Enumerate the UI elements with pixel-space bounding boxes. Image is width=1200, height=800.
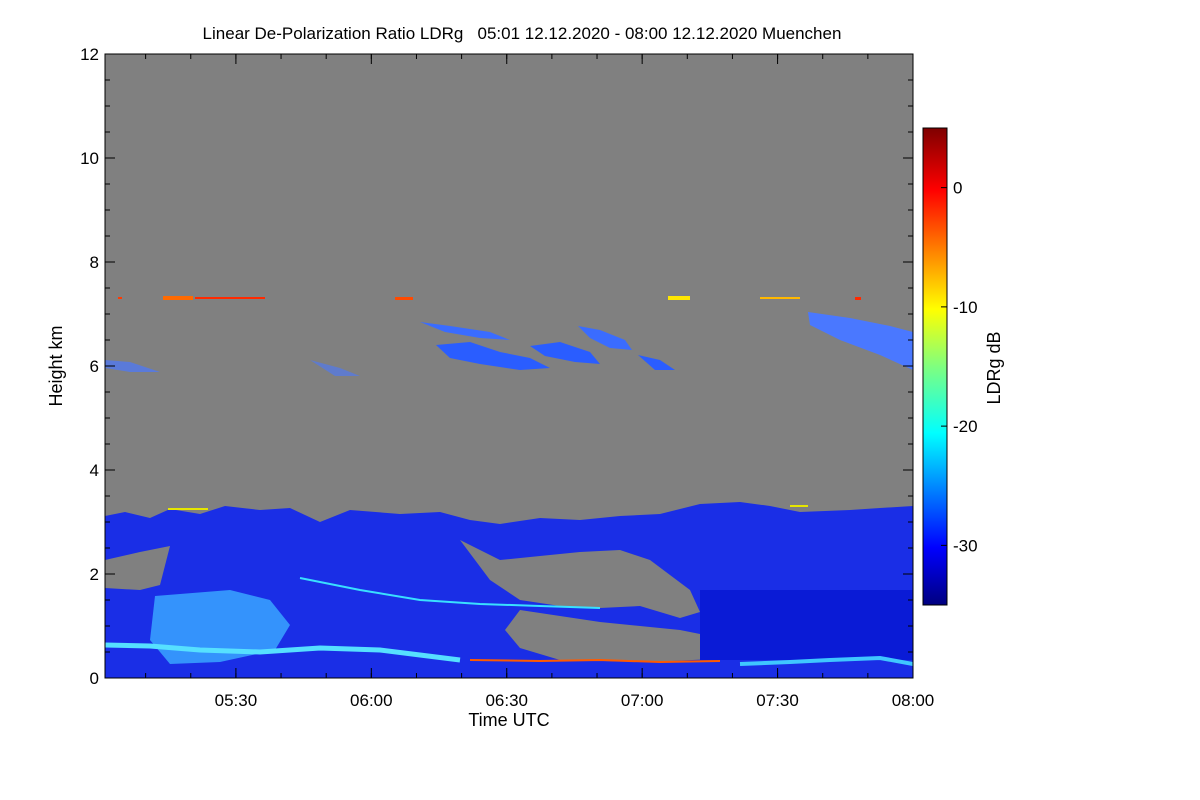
x-axis-label: Time UTC xyxy=(468,710,549,730)
surface-cyan-band xyxy=(105,642,461,663)
ice-cloud-2 xyxy=(530,342,600,364)
y-axis-label: Height km xyxy=(46,325,66,406)
y-tick-label: 10 xyxy=(80,149,99,168)
low-red-line xyxy=(469,658,721,664)
colorbar-tick-label: -10 xyxy=(953,298,978,317)
y-tick-label: 8 xyxy=(90,253,99,272)
y-tick-label: 2 xyxy=(90,565,99,584)
x-tick-label: 06:30 xyxy=(485,691,528,710)
ice-cloud-7 xyxy=(105,360,160,372)
ice-cloud-4 xyxy=(578,326,632,350)
ice-cloud-6 xyxy=(808,312,913,370)
high-streak-7 xyxy=(118,297,122,299)
colorbar-label: LDRg dB xyxy=(984,331,1004,404)
high-streak-1 xyxy=(163,296,193,300)
colorbar-tick-label: 0 xyxy=(953,179,962,198)
clear-gap-region-2 xyxy=(505,610,735,662)
surface-cyan-band-2 xyxy=(739,655,913,666)
clear-gap-region-3 xyxy=(105,546,170,590)
bl-top-marks xyxy=(168,508,208,510)
high-streak-6 xyxy=(855,297,861,300)
high-streak-5 xyxy=(760,297,800,299)
ice-cloud-5 xyxy=(638,355,675,370)
cyan-filament xyxy=(299,577,601,609)
x-tick-label: 07:30 xyxy=(756,691,799,710)
bl-top-marks-2 xyxy=(790,505,808,507)
x-tick-label: 06:00 xyxy=(350,691,393,710)
clear-gap-region xyxy=(460,540,700,618)
y-tick-label: 12 xyxy=(80,45,99,64)
y-tick-label: 0 xyxy=(90,669,99,688)
high-streak-4 xyxy=(668,296,690,300)
ice-cloud-3 xyxy=(420,322,510,340)
y-tick-label: 6 xyxy=(90,357,99,376)
x-tick-label: 08:00 xyxy=(892,691,935,710)
x-axis: 05:30 06:00 06:30 07:00 07:30 08:00 xyxy=(145,54,935,710)
y-tick-label: 4 xyxy=(90,461,99,480)
cyan-streak-region xyxy=(150,590,290,664)
chart-title: Linear De-Polarization Ratio LDRg 05:01 … xyxy=(203,24,842,43)
x-tick-label: 07:00 xyxy=(621,691,664,710)
colorbar xyxy=(922,127,948,606)
high-streak-3 xyxy=(395,297,413,300)
ice-cloud-8 xyxy=(310,360,360,376)
colorbar-tick-label: -20 xyxy=(953,417,978,436)
ice-cloud-1 xyxy=(436,342,550,370)
colorbar-tick-label: -30 xyxy=(953,536,978,555)
y-axis: 0 2 4 6 8 10 12 xyxy=(80,45,913,688)
high-streak-2 xyxy=(195,297,265,299)
dark-lower-region xyxy=(700,590,913,660)
heatmap-layer xyxy=(105,296,913,678)
x-tick-label: 05:30 xyxy=(215,691,258,710)
colorbar-axis: 0 -10 -20 -30 xyxy=(941,179,978,555)
